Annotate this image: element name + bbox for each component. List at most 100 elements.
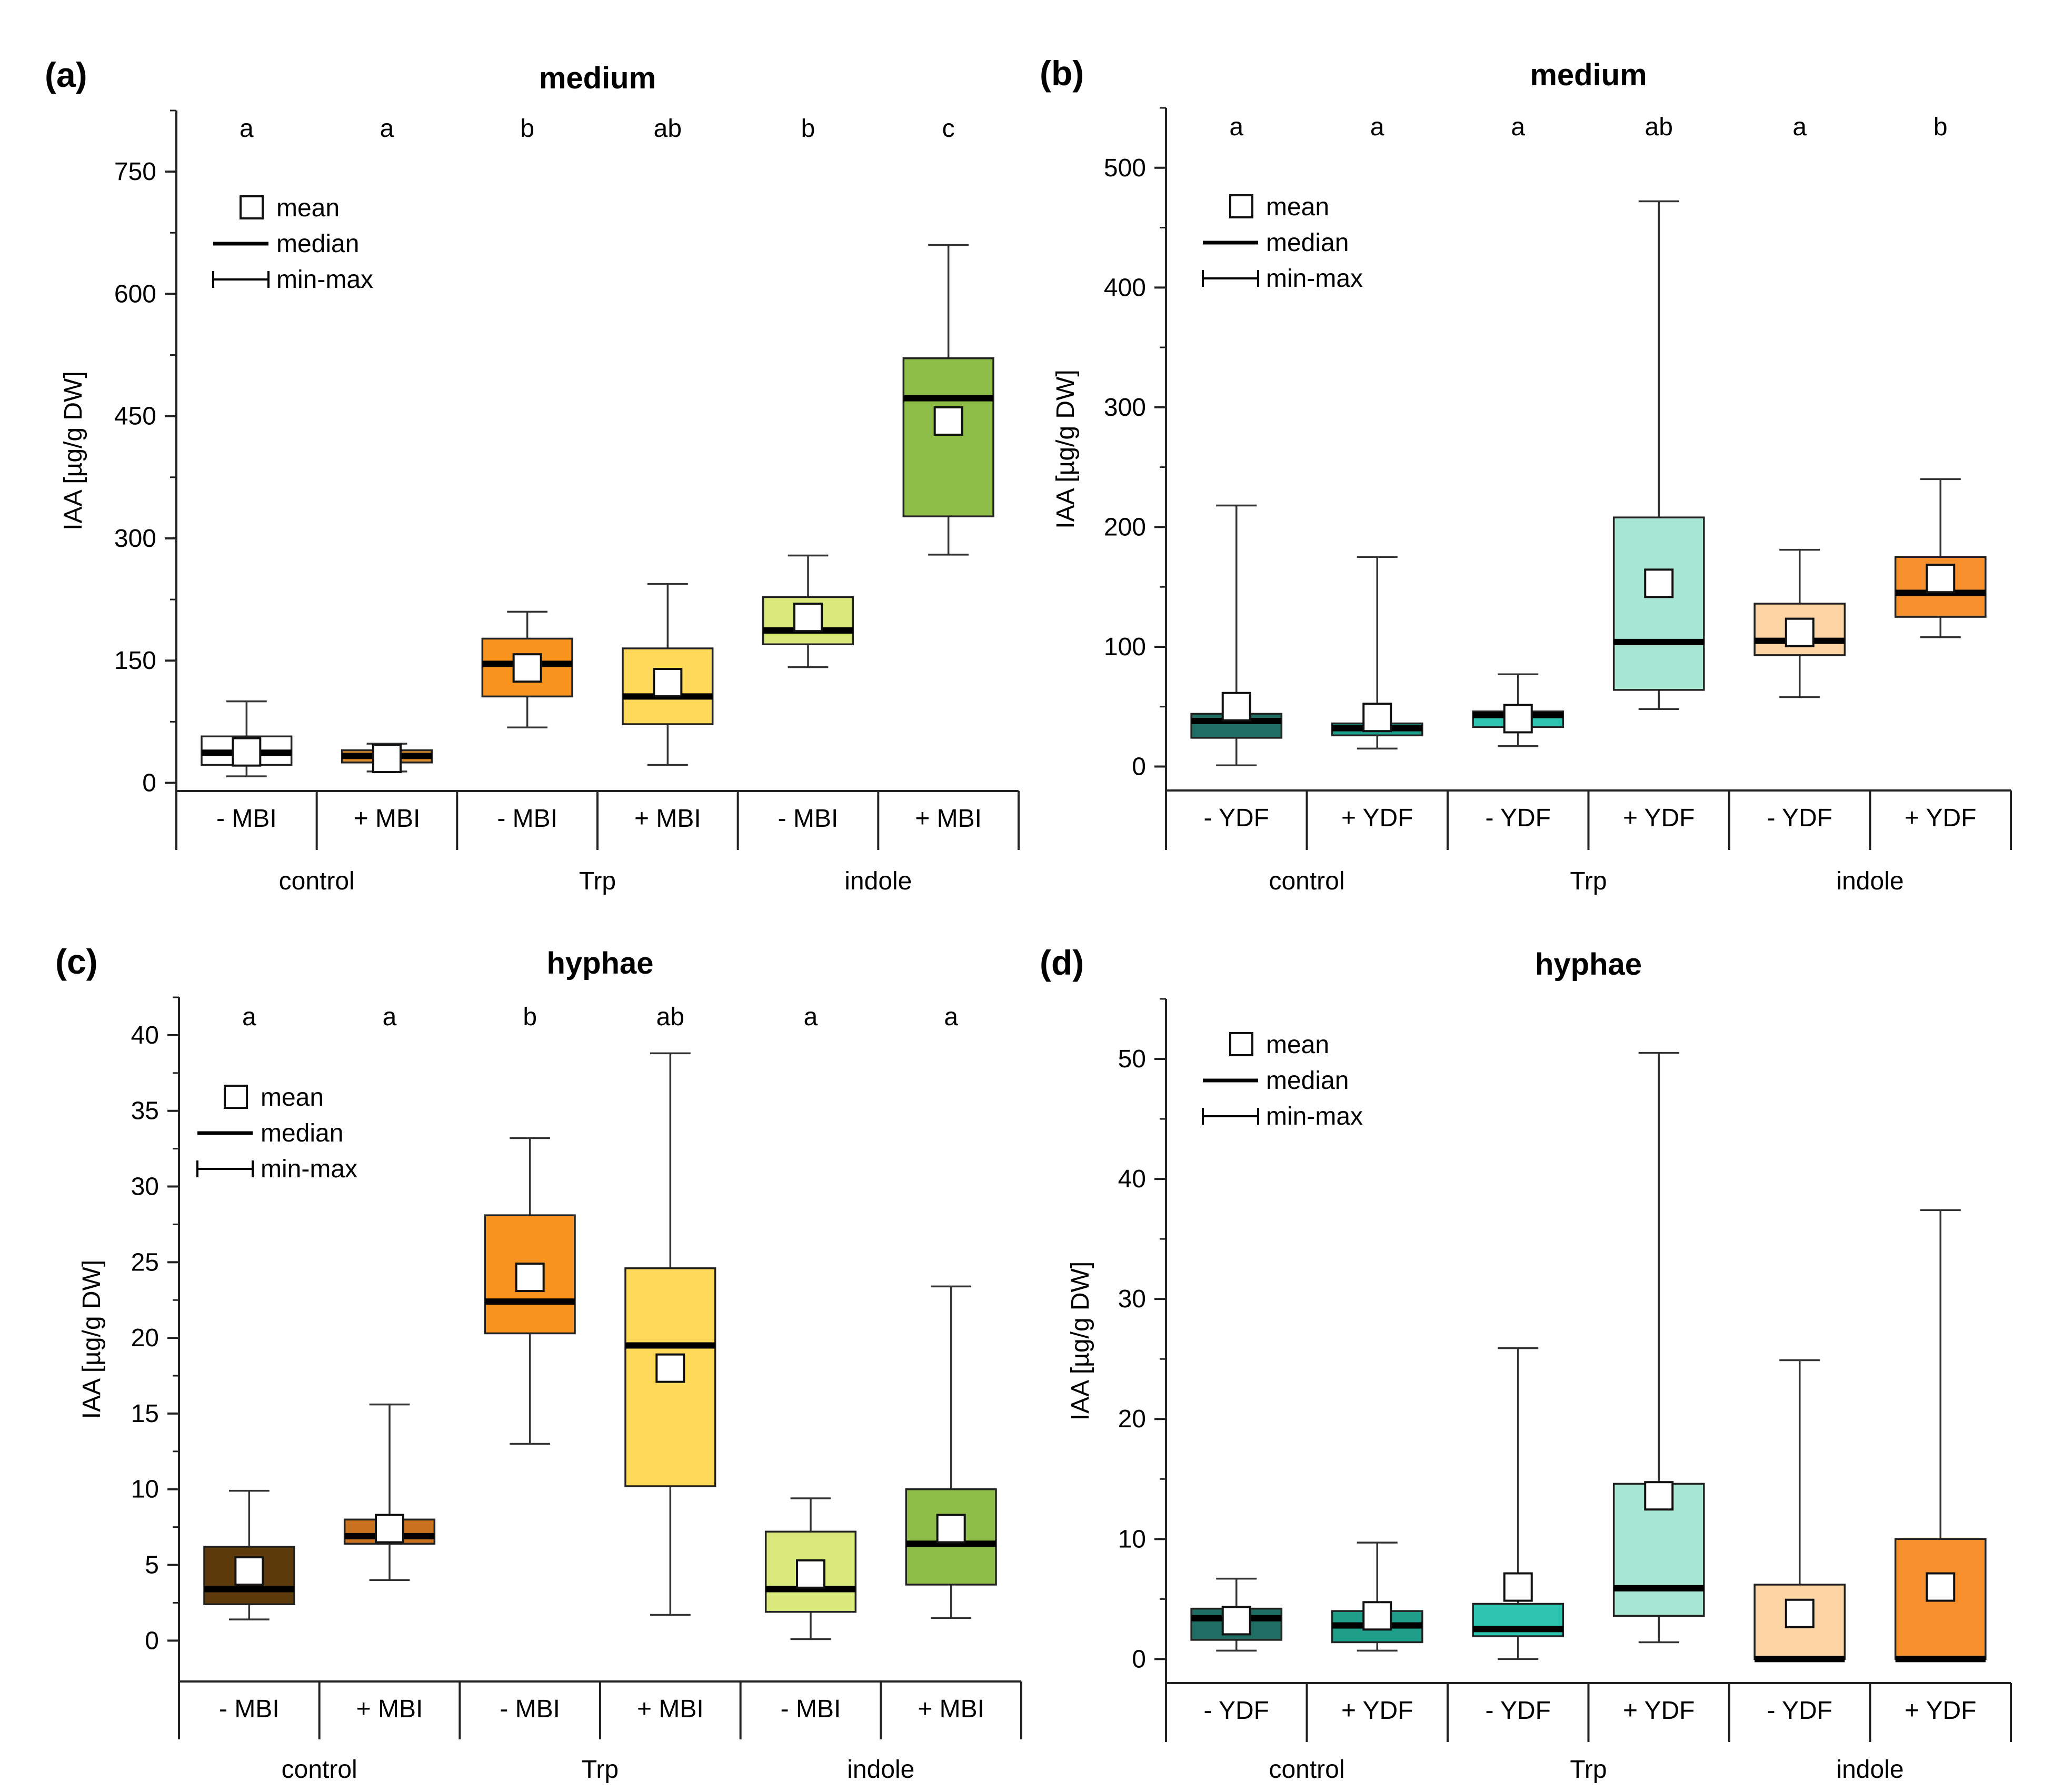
mean-marker [515,1263,545,1293]
box-plot-4 [1612,200,1705,710]
mean-marker [375,1514,404,1544]
legend-mean-icon [1229,194,1253,218]
mean-marker [933,406,963,436]
mean-marker [796,1559,825,1589]
significance-letter: c [942,115,955,143]
legend-mean-label: mean [276,194,340,222]
x-tick-label: - YDF [1486,804,1551,832]
legend-mean-label: mean [1266,1031,1329,1059]
y-tick-label: 400 [1104,274,1146,302]
panel-title: medium [539,61,656,95]
significance-letter: a [1792,113,1807,141]
group-label: indole [847,1756,914,1784]
significance-letter: a [1370,113,1384,141]
box-plot-2 [1331,1541,1423,1652]
y-tick-label: 10 [131,1476,159,1504]
y-tick-label: 5 [145,1551,159,1579]
box-plot-2 [341,743,433,774]
significance-letter: ab [654,115,682,143]
group-label: Trp [1570,1756,1607,1784]
box-plot-4 [1612,1052,1705,1644]
y-tick-label: 40 [1118,1165,1146,1193]
x-tick-label: - YDF [1204,804,1269,832]
panel-title: hyphae [546,946,653,980]
x-tick-label: - YDF [1767,1697,1832,1725]
panel-letter: (c) [55,942,98,981]
box-plot-5 [764,1497,857,1640]
y-tick-label: 20 [1118,1405,1146,1433]
y-tick-label: 200 [1104,513,1146,541]
significance-letter: a [1511,113,1525,141]
x-tick-label: - MBI [216,805,277,833]
mean-marker [936,1514,966,1544]
box [1190,713,1283,739]
panel-c: (c) hyphae 0 5 10 15 20 25 30 35 40 IAA [µg/g DW] - … [55,942,1022,1784]
box-plot-4 [622,583,714,766]
y-tick-label: 150 [114,647,156,675]
y-tick-label: 750 [114,158,156,186]
legend: mean median min-max [196,1084,357,1183]
significance-letter: a [1229,113,1243,141]
x-tick-label: + MBI [356,1695,423,1723]
y-tick-label: 0 [142,769,156,797]
x-tick-label: + MBI [637,1695,704,1723]
x-tick-label: - YDF [1767,804,1832,832]
mean-marker [232,737,262,767]
significance-letter: ab [656,1003,684,1031]
mean-marker [1503,1572,1533,1602]
mean-marker [653,668,683,698]
group-label: control [279,867,355,895]
legend-median-label: median [1266,229,1349,257]
box-plot-2 [343,1403,436,1581]
legend-median-label: median [1266,1067,1349,1095]
y-tick-label: 40 [131,1022,159,1049]
box-plot-1 [1190,504,1283,766]
panel-title: medium [1530,58,1647,92]
legend-range-label: min-max [1266,1103,1363,1130]
panel-title: hyphae [1535,947,1642,982]
panel-a: (a) medium 0 150 300 450 600 750 IAA [µg/g DW] - … [45,55,1020,895]
significance-letter: b [523,1003,537,1031]
box-plot-6 [1894,1209,1987,1663]
mean-marker [793,603,823,633]
legend-range-label: min-max [261,1155,357,1183]
group-label: indole [1836,1756,1903,1784]
x-tick-label: - MBI [500,1695,560,1723]
y-tick-label: 300 [1104,394,1146,422]
significance-letter: b [801,115,815,143]
x-tick-label: - MBI [778,805,839,833]
box-plot-5 [762,554,854,668]
box-plot-6 [902,244,994,556]
significance-letter: ab [1645,113,1673,141]
mean-marker [1926,1572,1956,1602]
x-tick-label: + YDF [1623,804,1695,832]
box-plot-1 [201,700,293,777]
y-tick-label: 25 [131,1248,159,1276]
legend-range-label: min-max [1266,265,1363,293]
box-plot-6 [1894,478,1987,638]
box [902,357,994,517]
y-tick-label: 600 [114,280,156,308]
y-tick-label: 0 [1132,753,1146,780]
significance-letter: b [520,115,534,143]
x-tick-label: + YDF [1905,804,1977,832]
legend-mean-icon [1229,1032,1253,1056]
significance-letter: a [380,115,394,143]
mean-marker [512,653,542,683]
mean-marker [1503,704,1533,734]
y-tick-label: 0 [145,1627,159,1655]
group-label: Trp [1570,867,1607,895]
mean-marker [234,1556,264,1586]
y-tick-label: 300 [114,525,156,553]
y-tick-label: 500 [1104,154,1146,182]
y-axis-title: IAA [µg/g DW] [59,371,87,530]
mean-marker [372,744,402,774]
box-plot-5 [1753,1359,1846,1663]
panel-letter: (d) [1040,943,1084,982]
legend-median-label: median [276,230,359,258]
group-label: indole [1836,867,1903,895]
x-tick-label: + MBI [634,805,701,833]
group-label: control [282,1756,357,1784]
mean-marker [1362,1601,1392,1631]
